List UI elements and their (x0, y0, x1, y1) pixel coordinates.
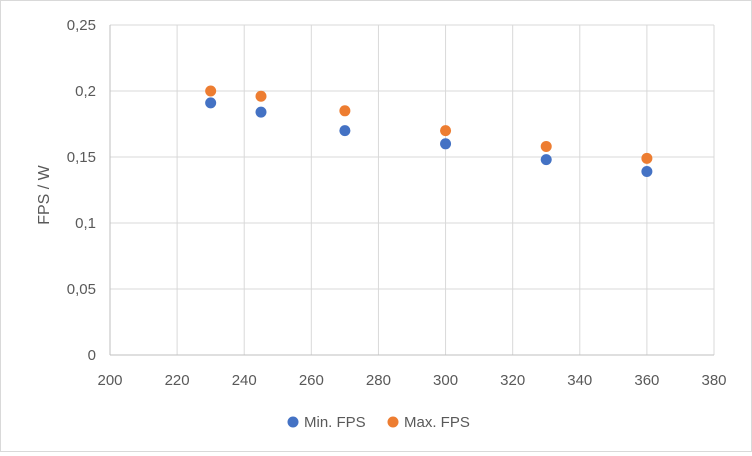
data-point-max-fps (540, 140, 552, 152)
data-point-max-fps (339, 105, 351, 117)
legend-label: Max. FPS (404, 414, 470, 431)
data-point-min-fps (255, 106, 267, 118)
legend-marker (387, 416, 399, 428)
y-tick-label: 0,2 (75, 83, 96, 100)
data-point-max-fps (255, 90, 267, 102)
x-tick-label: 380 (701, 372, 726, 389)
y-tick-labels: 0 0,05 0,1 0,15 0,2 0,25 (67, 17, 96, 364)
data-point-min-fps (440, 138, 452, 150)
x-tick-label: 200 (97, 372, 122, 389)
data-point-max-fps (205, 85, 217, 97)
data-point-min-fps (540, 154, 552, 166)
y-tick-label: 0,1 (75, 215, 96, 232)
x-tick-label: 240 (232, 372, 257, 389)
x-tick-label: 220 (165, 372, 190, 389)
data-point-max-fps (641, 152, 653, 164)
y-tick-label: 0,25 (67, 17, 96, 34)
gridlines (110, 24, 715, 355)
y-tick-label: 0,05 (67, 281, 96, 298)
y-tick-label: 0,15 (67, 149, 96, 166)
legend: Min. FPS Max. FPS (287, 414, 470, 431)
x-tick-label: 300 (433, 372, 458, 389)
data-point-min-fps (641, 166, 653, 178)
x-tick-labels: 200 220 240 260 280 300 320 340 360 380 (97, 372, 726, 389)
data-points (205, 85, 653, 178)
data-point-min-fps (205, 97, 217, 109)
x-tick-label: 260 (299, 372, 324, 389)
y-tick-label: 0 (88, 347, 96, 364)
data-point-min-fps (339, 125, 351, 137)
y-axis-title: FPS / W (36, 164, 53, 224)
x-tick-label: 280 (366, 372, 391, 389)
data-point-max-fps (440, 125, 452, 137)
axes (109, 25, 714, 356)
x-tick-label: 340 (567, 372, 592, 389)
x-tick-label: 320 (500, 372, 525, 389)
legend-marker (287, 416, 299, 428)
x-tick-label: 360 (634, 372, 659, 389)
legend-label: Min. FPS (304, 414, 366, 431)
